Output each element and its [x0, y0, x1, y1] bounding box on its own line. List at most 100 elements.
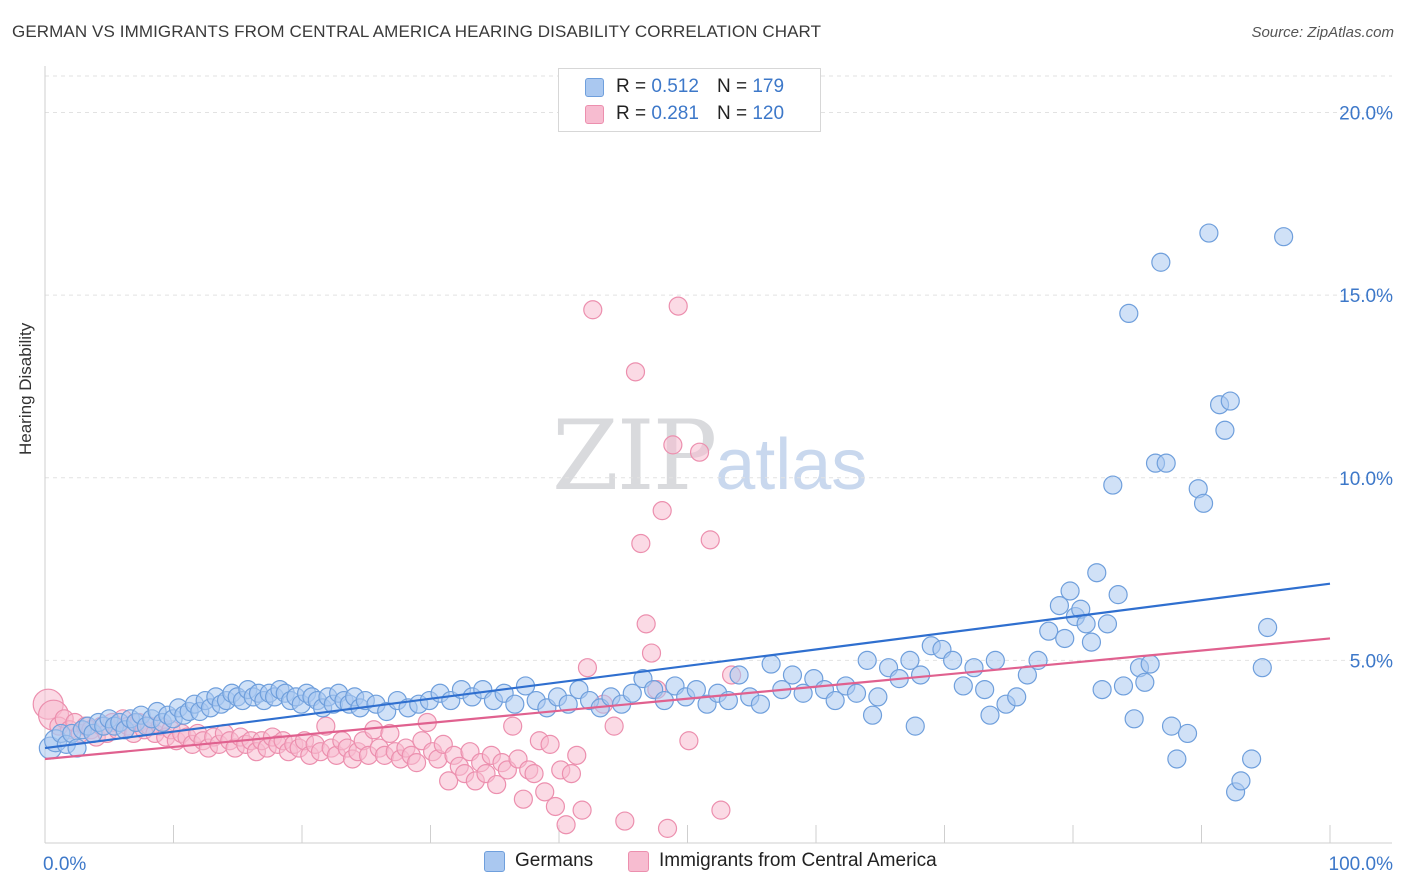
immigrant-point [668, 296, 688, 316]
immigrant-point [540, 734, 560, 754]
legend-swatch-immigrants [585, 104, 604, 124]
immigrant-point [503, 716, 523, 736]
legend-r-value: 0.281 [651, 103, 699, 124]
legend-r-label: R = [616, 76, 647, 97]
german-point [1108, 585, 1128, 605]
immigrant-point [636, 614, 656, 634]
immigrant-point [524, 764, 544, 784]
y-tick-label: 20.0% [1339, 104, 1393, 125]
correlation-legend: R = 0.512 N = 179 R = 0.281 N = 120 [558, 68, 821, 132]
german-point [1140, 654, 1160, 674]
german-point [1274, 227, 1294, 247]
german-point [1135, 672, 1155, 692]
legend-r-value: 0.512 [651, 76, 699, 97]
german-point [1087, 563, 1107, 583]
german-point [1060, 581, 1080, 601]
immigrant-point [641, 643, 662, 663]
bottom-legend-label-germans: Germans [515, 850, 594, 871]
immigrant-trend-line [44, 637, 1331, 761]
german-point [1161, 716, 1182, 736]
bottom-legend-label-immigrants: Immigrants from Central America [659, 850, 937, 871]
immigrant-point [679, 731, 699, 751]
german-point [857, 650, 877, 670]
legend-row-immigrants: R = 0.281 N = 120 [585, 102, 784, 126]
german-point [1215, 420, 1235, 440]
german-point [1092, 679, 1112, 700]
immigrant-point [316, 716, 336, 736]
german-point [622, 683, 642, 703]
watermark-atlas: atlas [715, 425, 868, 505]
german-point [1076, 614, 1096, 634]
immigrant-point [561, 764, 582, 784]
x-tick-label: 0.0% [43, 854, 86, 875]
german-point [1220, 391, 1240, 411]
german-point [825, 690, 845, 711]
chart-title: GERMAN VS IMMIGRANTS FROM CENTRAL AMERIC… [12, 22, 822, 41]
y-tick-label: 10.0% [1339, 469, 1393, 490]
german-point [505, 694, 525, 714]
immigrant-point [487, 774, 507, 795]
y-tick-label: 5.0% [1350, 651, 1393, 672]
german-point [846, 683, 867, 703]
immigrant-point [513, 789, 533, 809]
german-point [1103, 475, 1123, 495]
german-point [985, 650, 1005, 670]
y-tick-label: 15.0% [1339, 286, 1393, 307]
german-point [1231, 771, 1251, 791]
immigrant-point [711, 800, 731, 820]
german-point [943, 650, 963, 670]
legend-r-label: R = [616, 103, 647, 124]
german-point [1151, 252, 1171, 272]
german-point [1113, 676, 1134, 696]
german-point [975, 679, 995, 700]
bottom-legend-swatch-immigrants [628, 850, 649, 872]
german-point [1252, 658, 1272, 678]
german-point [1258, 617, 1278, 638]
german-point [900, 650, 920, 670]
immigrant-point [625, 362, 646, 382]
immigrant-point [439, 771, 459, 791]
german-point [750, 694, 771, 714]
german-point [1199, 223, 1219, 243]
german-point [1039, 621, 1059, 641]
immigrant-point [657, 818, 678, 838]
german-point [905, 716, 925, 736]
immigrant-point [567, 745, 587, 765]
immigrant-point [406, 753, 427, 773]
german-point [729, 665, 749, 685]
german-point [980, 705, 1000, 725]
german-point [1156, 453, 1176, 473]
bottom-legend-germans: Germans [484, 850, 593, 872]
german-point [1097, 614, 1118, 634]
german-point [1007, 687, 1027, 707]
x-tick-label: 100.0% [1329, 854, 1394, 875]
bottom-legend-immigrants: Immigrants from Central America [628, 850, 937, 872]
german-point [1242, 749, 1262, 769]
german-point [782, 665, 803, 685]
immigrant-point [604, 716, 624, 736]
german-point [1177, 723, 1198, 744]
immigrant-point [545, 796, 566, 817]
german-point [964, 658, 984, 678]
immigrant-point [689, 442, 710, 462]
bottom-legend-swatch-germans [484, 850, 505, 872]
source-label: Source: ZipAtlas.com [1251, 24, 1394, 41]
immigrant-point [380, 723, 400, 744]
immigrant-point [583, 300, 603, 320]
german-point [953, 676, 973, 696]
immigrant-point [663, 435, 683, 455]
immigrant-point [572, 800, 592, 820]
german-point [910, 665, 931, 685]
german-point [1124, 709, 1144, 729]
immigrant-point [577, 658, 598, 678]
legend-n-value: 179 [752, 76, 785, 97]
german-point [761, 654, 781, 674]
german-point [1167, 749, 1187, 769]
watermark-zip: ZIP [552, 400, 717, 512]
zipatlas-watermark: ZIPatlas [552, 400, 867, 512]
german-point [1193, 493, 1214, 513]
immigrant-point [535, 782, 555, 802]
legend-n-value: 120 [752, 103, 785, 124]
immigrant-point [700, 530, 720, 550]
german-trend-line [44, 582, 1331, 750]
